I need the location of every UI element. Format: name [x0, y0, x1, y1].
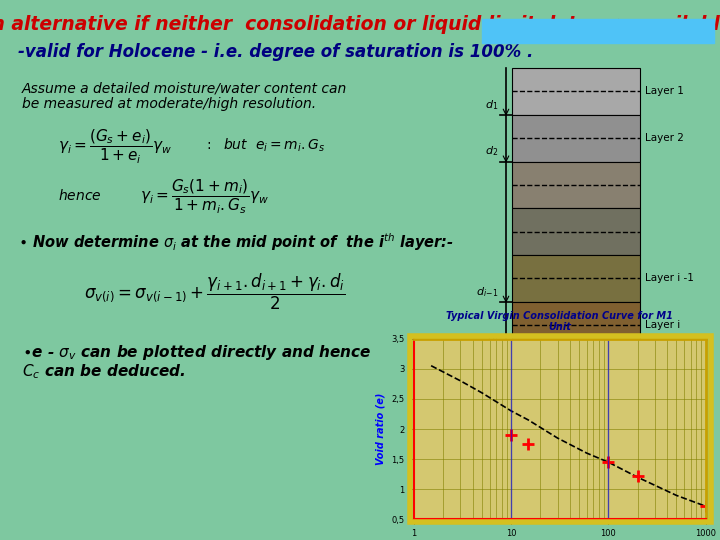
Text: $d_n$: $d_n$ [485, 425, 498, 439]
Text: $d_{i\!-\!1}$: $d_{i\!-\!1}$ [475, 285, 498, 299]
Text: $\bullet$ Now determine $\sigma_i$ at the mid point of  the i$^{th}$ layer:-: $\bullet$ Now determine $\sigma_i$ at th… [18, 231, 454, 253]
Text: $d_1$: $d_1$ [485, 98, 498, 112]
Text: $\gamma_i = \dfrac{G_s(1+m_i)}{1+m_i.G_s}\gamma_w$: $\gamma_i = \dfrac{G_s(1+m_i)}{1+m_i.G_s… [140, 178, 269, 216]
Text: $:\ \ but\ \ e_i = m_i.G_s$: $:\ \ but\ \ e_i = m_i.G_s$ [204, 136, 325, 154]
Text: Layer 2: Layer 2 [645, 133, 684, 143]
Bar [512, 302, 640, 348]
Text: $d_{i+1}$: $d_{i+1}$ [473, 379, 498, 392]
Bar [512, 115, 640, 161]
Title: Typical Virgin Consolidation Curve for M1
Unit: Typical Virgin Consolidation Curve for M… [446, 310, 673, 332]
Bar [512, 395, 640, 442]
Text: $\gamma_i = \dfrac{(G_s + e_i)}{1+e_i}\gamma_w$: $\gamma_i = \dfrac{(G_s + e_i)}{1+e_i}\g… [58, 128, 172, 166]
Text: $\sigma_{v(i)}=\sigma_{v(i-1)}+\dfrac{\gamma_{i+1}.d_{i+1}+\gamma_i.d_i}{2}$: $\sigma_{v(i)}=\sigma_{v(i-1)}+\dfrac{\g… [84, 272, 346, 312]
Text: -valid for Holocene - i.e. degree of saturation is 100% .: -valid for Holocene - i.e. degree of sat… [18, 43, 534, 61]
Text: Layer i -1: Layer i -1 [645, 273, 694, 284]
Bar [512, 208, 640, 255]
Text: Layer i: Layer i [645, 320, 680, 330]
Bar [482, 19, 714, 43]
Text: Layer i 1 1: Layer i 1 1 [645, 367, 700, 377]
Text: $C_c$ can be deduced.: $C_c$ can be deduced. [22, 363, 186, 381]
Bar [512, 161, 640, 208]
Text: be measured at moderate/high resolution.: be measured at moderate/high resolution. [22, 97, 316, 111]
Text: Assume a detailed moisture/water content can: Assume a detailed moisture/water content… [22, 81, 347, 95]
Bar [512, 255, 640, 302]
Text: Layer 1: Layer 1 [645, 86, 684, 96]
Text: $\bullet$e - $\sigma_v$ can be plotted directly and hence: $\bullet$e - $\sigma_v$ can be plotted d… [22, 342, 372, 361]
Text: Layer n: Layer n [645, 414, 684, 423]
Y-axis label: Void ratio (e): Void ratio (e) [375, 393, 385, 465]
Text: $d_i$: $d_i$ [487, 332, 498, 346]
Text: $hence$: $hence$ [58, 187, 102, 202]
Text: $d_2$: $d_2$ [485, 145, 498, 159]
Bar [512, 348, 640, 395]
Bar [512, 68, 640, 115]
Text: An alternative if neither  consolidation or liquid limit data are available: An alternative if neither consolidation … [0, 15, 720, 33]
